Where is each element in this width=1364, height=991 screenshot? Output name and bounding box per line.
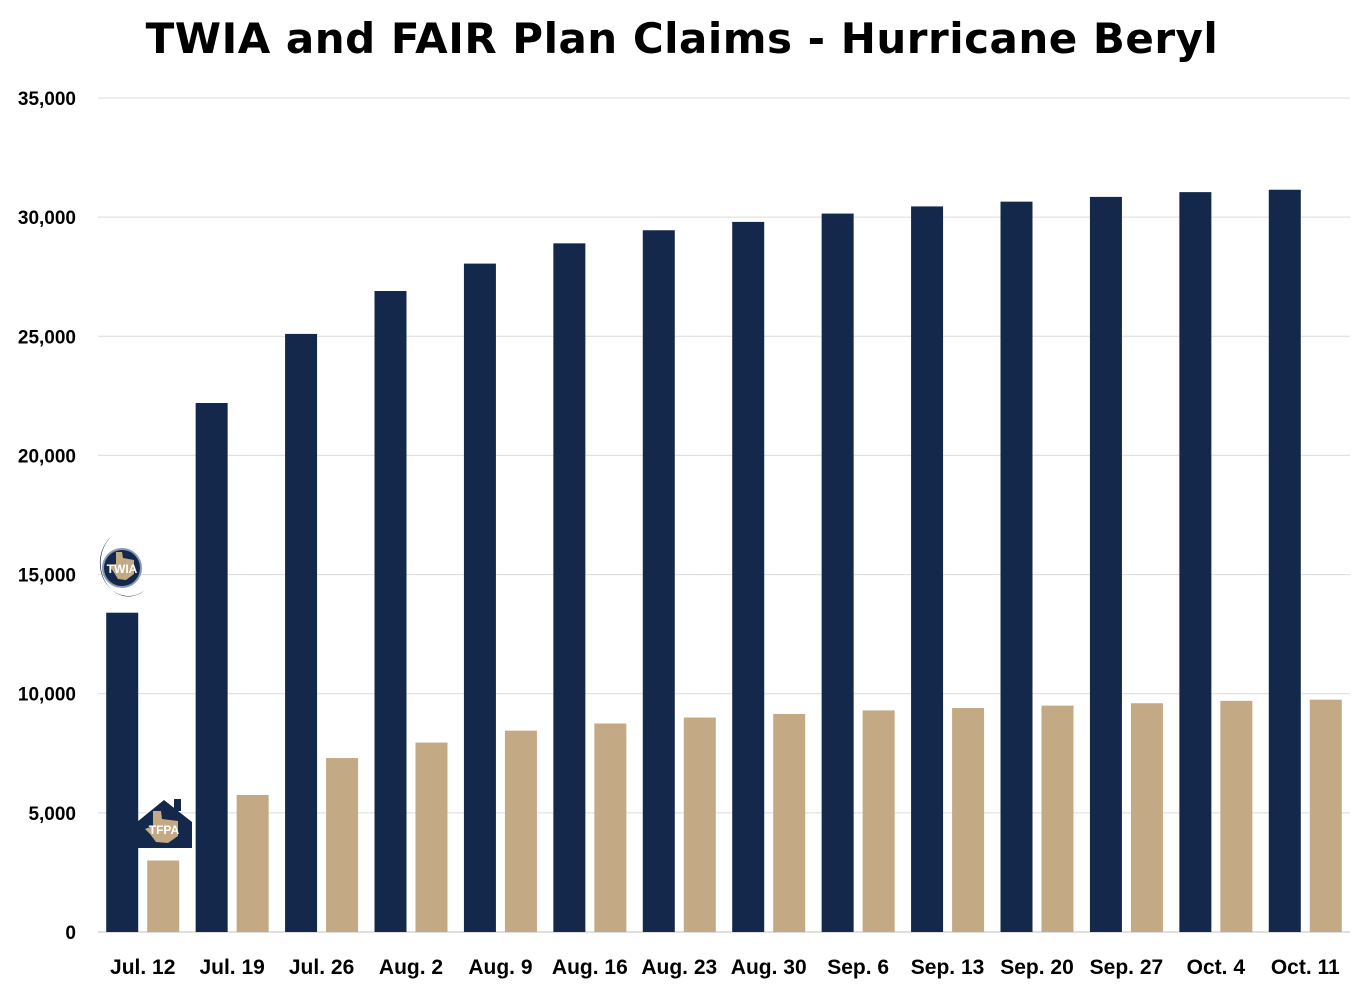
bar-twia-sep-20 bbox=[1000, 201, 1033, 932]
bar-twia-aug-2 bbox=[374, 291, 407, 932]
x-tick-label: Jul. 19 bbox=[199, 956, 264, 979]
bars bbox=[106, 189, 1342, 933]
y-tick-label: 35,000 bbox=[18, 89, 76, 110]
bar-twia-aug-30 bbox=[732, 221, 765, 932]
x-tick-label: Oct. 11 bbox=[1271, 956, 1340, 979]
bar-tfpa-sep-20 bbox=[1041, 705, 1074, 932]
bar-tfpa-aug-2 bbox=[415, 742, 448, 932]
y-tick-label: 0 bbox=[65, 923, 76, 944]
bar-tfpa-jul-26 bbox=[326, 758, 359, 932]
chart-title: TWIA and FAIR Plan Claims - Hurricane Be… bbox=[145, 14, 1219, 63]
x-tick-label: Jul. 26 bbox=[289, 956, 354, 979]
bar-twia-sep-27 bbox=[1089, 196, 1122, 933]
x-tick-label: Aug. 16 bbox=[552, 956, 628, 979]
x-tick-label: Jul. 12 bbox=[110, 956, 175, 979]
bar-tfpa-aug-9 bbox=[504, 730, 537, 932]
twia-logo-icon: TWIA bbox=[99, 536, 145, 597]
y-tick-label: 5,000 bbox=[28, 804, 76, 825]
y-tick-label: 15,000 bbox=[18, 566, 76, 587]
y-tick-label: 30,000 bbox=[18, 208, 76, 229]
tfpa-house-icon: TFPA bbox=[137, 799, 192, 848]
x-tick-label: Aug. 30 bbox=[731, 956, 807, 979]
bar-twia-jul-12 bbox=[106, 612, 139, 932]
bar-tfpa-oct-11 bbox=[1309, 699, 1342, 932]
x-tick-label: Sep. 20 bbox=[1000, 956, 1074, 979]
bar-twia-jul-19 bbox=[195, 403, 228, 932]
x-axis-ticks: Jul. 12 Jul. 19 Jul. 26 Aug. 2 Aug. 9 Aug. 16… bbox=[110, 956, 1340, 979]
bar-twia-sep-13 bbox=[911, 206, 944, 933]
bar-tfpa-oct-4 bbox=[1220, 700, 1253, 932]
x-tick-label: Aug. 9 bbox=[468, 956, 532, 979]
x-tick-label: Oct. 4 bbox=[1187, 956, 1246, 979]
bar-tfpa-aug-16 bbox=[594, 723, 627, 932]
x-tick-label: Sep. 13 bbox=[911, 956, 985, 979]
bar-tfpa-jul-12 bbox=[147, 860, 180, 932]
y-axis-ticks: 0 5,000 10,000 15,000 20,000 25,000 30,000 35,0… bbox=[18, 89, 76, 944]
bar-twia-jul-26 bbox=[285, 333, 318, 933]
twia-logo-text: TWIA bbox=[107, 562, 138, 576]
bar-twia-oct-4 bbox=[1179, 192, 1212, 932]
x-tick-label: Sep. 6 bbox=[827, 956, 889, 979]
bar-tfpa-aug-30 bbox=[773, 713, 806, 932]
bar-twia-sep-6 bbox=[821, 213, 854, 932]
bar-tfpa-sep-6 bbox=[862, 710, 895, 932]
bar-tfpa-aug-23 bbox=[683, 717, 716, 932]
bar-tfpa-sep-27 bbox=[1130, 703, 1163, 932]
bar-twia-aug-16 bbox=[553, 243, 586, 933]
y-tick-label: 25,000 bbox=[18, 327, 76, 348]
bar-tfpa-jul-19 bbox=[236, 794, 269, 932]
tfpa-logo-text: TFPA bbox=[149, 823, 180, 837]
x-tick-label: Aug. 2 bbox=[379, 956, 443, 979]
x-tick-label: Sep. 27 bbox=[1090, 956, 1164, 979]
y-tick-label: 10,000 bbox=[18, 685, 76, 706]
bar-twia-oct-11 bbox=[1268, 189, 1301, 933]
bar-twia-aug-9 bbox=[463, 263, 496, 932]
bar-twia-aug-23 bbox=[642, 230, 675, 933]
y-tick-label: 20,000 bbox=[18, 446, 76, 467]
bar-tfpa-sep-13 bbox=[952, 708, 985, 932]
x-tick-label: Aug. 23 bbox=[641, 956, 717, 979]
